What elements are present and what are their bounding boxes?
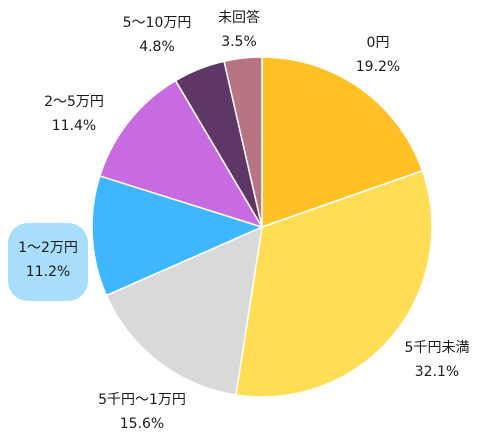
slice-value-label: 11.4% xyxy=(52,118,96,134)
slice-label: 5〜10万円 xyxy=(123,15,192,31)
pie-slice xyxy=(235,169,433,398)
slice-label: 2〜5万円 xyxy=(44,94,104,110)
slice-value-label: 32.1% xyxy=(415,364,459,380)
slice-value-label: 15.6% xyxy=(120,416,164,432)
pie-slice xyxy=(98,79,264,229)
pie-slice xyxy=(223,56,263,228)
slice-label: 未回答 xyxy=(218,9,260,26)
slice-labels: 0円 19.2% 5千円未満 32.1% 5千円〜1万円 15.6% 1〜2万円 11.2% 2… xyxy=(8,9,469,432)
pie-slices xyxy=(91,56,433,398)
pie-slice xyxy=(91,174,265,297)
label-highlight-box xyxy=(8,223,88,301)
slice-label: 0円 xyxy=(367,35,390,51)
slice-label: 1〜2万円 xyxy=(18,240,78,256)
slice-label: 5千円〜1万円 xyxy=(98,392,186,408)
slice-label: 5千円未満 xyxy=(405,340,470,356)
slice-value-label: 19.2% xyxy=(356,59,400,75)
pie-slice xyxy=(105,225,263,396)
slice-value-label: 4.8% xyxy=(139,39,175,55)
slice-value-label: 11.2% xyxy=(26,264,70,280)
slice-value-label: 3.5% xyxy=(221,34,257,50)
